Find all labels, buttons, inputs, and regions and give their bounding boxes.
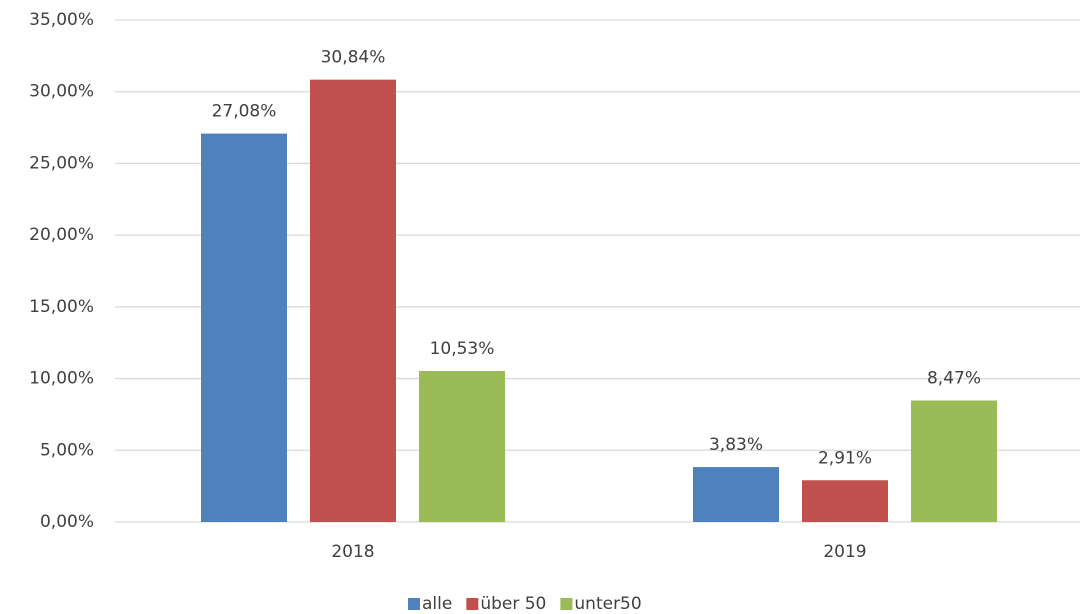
data-label: 27,08%	[212, 102, 277, 122]
legend-swatch	[408, 598, 420, 610]
y-tick-label: 35,00%	[29, 10, 94, 30]
x-tick-label: 2018	[331, 542, 374, 562]
legend-label: unter50	[574, 594, 641, 614]
bar	[201, 133, 287, 522]
data-label: 8,47%	[927, 369, 981, 389]
data-label: 30,84%	[321, 48, 386, 68]
bar	[693, 467, 779, 522]
x-tick-label: 2019	[823, 542, 866, 562]
legend-label: alle	[422, 594, 452, 614]
legend-label: über 50	[480, 594, 546, 614]
data-label: 10,53%	[430, 339, 495, 359]
data-label: 3,83%	[709, 435, 763, 455]
bar	[419, 370, 505, 522]
y-tick-label: 15,00%	[29, 297, 94, 317]
y-tick-label: 30,00%	[29, 82, 94, 102]
y-tick-label: 10,00%	[29, 369, 94, 389]
bar	[310, 79, 396, 522]
y-tick-label: 5,00%	[40, 440, 94, 460]
data-label: 2,91%	[818, 448, 872, 468]
bar	[911, 400, 997, 522]
y-tick-label: 0,00%	[40, 512, 94, 532]
bar	[802, 480, 888, 522]
y-tick-label: 25,00%	[29, 153, 94, 173]
legend-swatch	[560, 598, 573, 610]
legend-swatch	[466, 598, 479, 610]
y-tick-label: 20,00%	[29, 225, 94, 245]
